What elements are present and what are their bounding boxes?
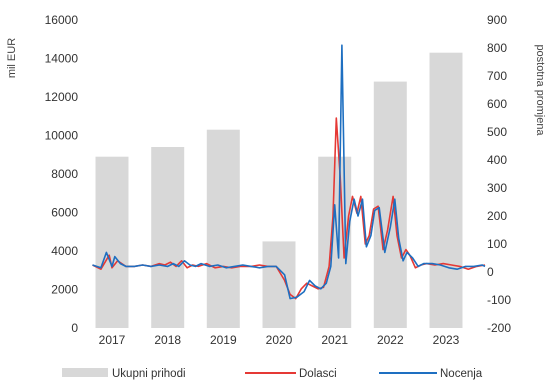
legend-swatch-ukupni-prihodi xyxy=(62,368,108,377)
right-tick-label: 500 xyxy=(487,125,507,139)
bars-layer xyxy=(95,52,463,328)
left-tick-label: 6000 xyxy=(51,206,78,220)
left-tick-label: 0 xyxy=(71,321,78,335)
left-tick-label: 8000 xyxy=(51,167,78,181)
right-tick-label: 0 xyxy=(487,265,494,279)
right-axis-ticks: -200 -100 0 100 200 300 400 500 600 700 800 900 xyxy=(487,13,511,335)
right-axis-title: postotna promjena xyxy=(534,44,546,136)
lines-layer xyxy=(92,44,486,300)
x-tick-label: 2021 xyxy=(321,333,348,347)
right-tick-label: 700 xyxy=(487,69,507,83)
x-tick-label: 2022 xyxy=(377,333,404,347)
x-tick-label: 2019 xyxy=(210,333,237,347)
x-tick-label: 2023 xyxy=(433,333,460,347)
x-tick-label: 2020 xyxy=(266,333,293,347)
right-tick-label: 600 xyxy=(487,97,507,111)
legend-label-ukupni-prihodi: Ukupni prihodi xyxy=(112,368,186,380)
bar-2022 xyxy=(373,81,407,328)
legend: Ukupni prihodi Dolasci Nocenja xyxy=(62,368,483,380)
legend-label-nocenja: Nocenja xyxy=(440,368,483,380)
bar-2023 xyxy=(429,52,463,328)
left-tick-label: 12000 xyxy=(45,90,79,104)
line-nocenja xyxy=(92,44,486,300)
left-tick-label: 10000 xyxy=(45,129,79,143)
bar-2020 xyxy=(262,241,296,328)
x-tick-label: 2018 xyxy=(154,333,181,347)
legend-label-dolasci: Dolasci xyxy=(299,368,337,380)
right-tick-label: 300 xyxy=(487,181,507,195)
left-tick-label: 16000 xyxy=(45,13,79,27)
right-tick-label: -200 xyxy=(487,321,511,335)
right-tick-label: 400 xyxy=(487,153,507,167)
right-tick-label: -100 xyxy=(487,293,511,307)
right-tick-label: 900 xyxy=(487,13,507,27)
left-axis-title: mil EUR xyxy=(6,38,18,78)
right-tick-label: 200 xyxy=(487,209,507,223)
x-tick-label: 2017 xyxy=(99,333,126,347)
x-axis-ticks: 2017 2018 2019 2020 2021 2022 2023 xyxy=(99,333,460,347)
left-tick-label: 2000 xyxy=(51,283,78,297)
bar-2017 xyxy=(95,156,129,328)
left-tick-label: 14000 xyxy=(45,52,79,66)
bar-2019 xyxy=(206,129,240,328)
right-tick-label: 100 xyxy=(487,237,507,251)
bar-2018 xyxy=(151,147,185,328)
left-tick-label: 4000 xyxy=(51,244,78,258)
right-tick-label: 800 xyxy=(487,41,507,55)
left-axis-ticks: 0 2000 4000 6000 8000 10000 12000 14000 16000 xyxy=(45,13,79,335)
